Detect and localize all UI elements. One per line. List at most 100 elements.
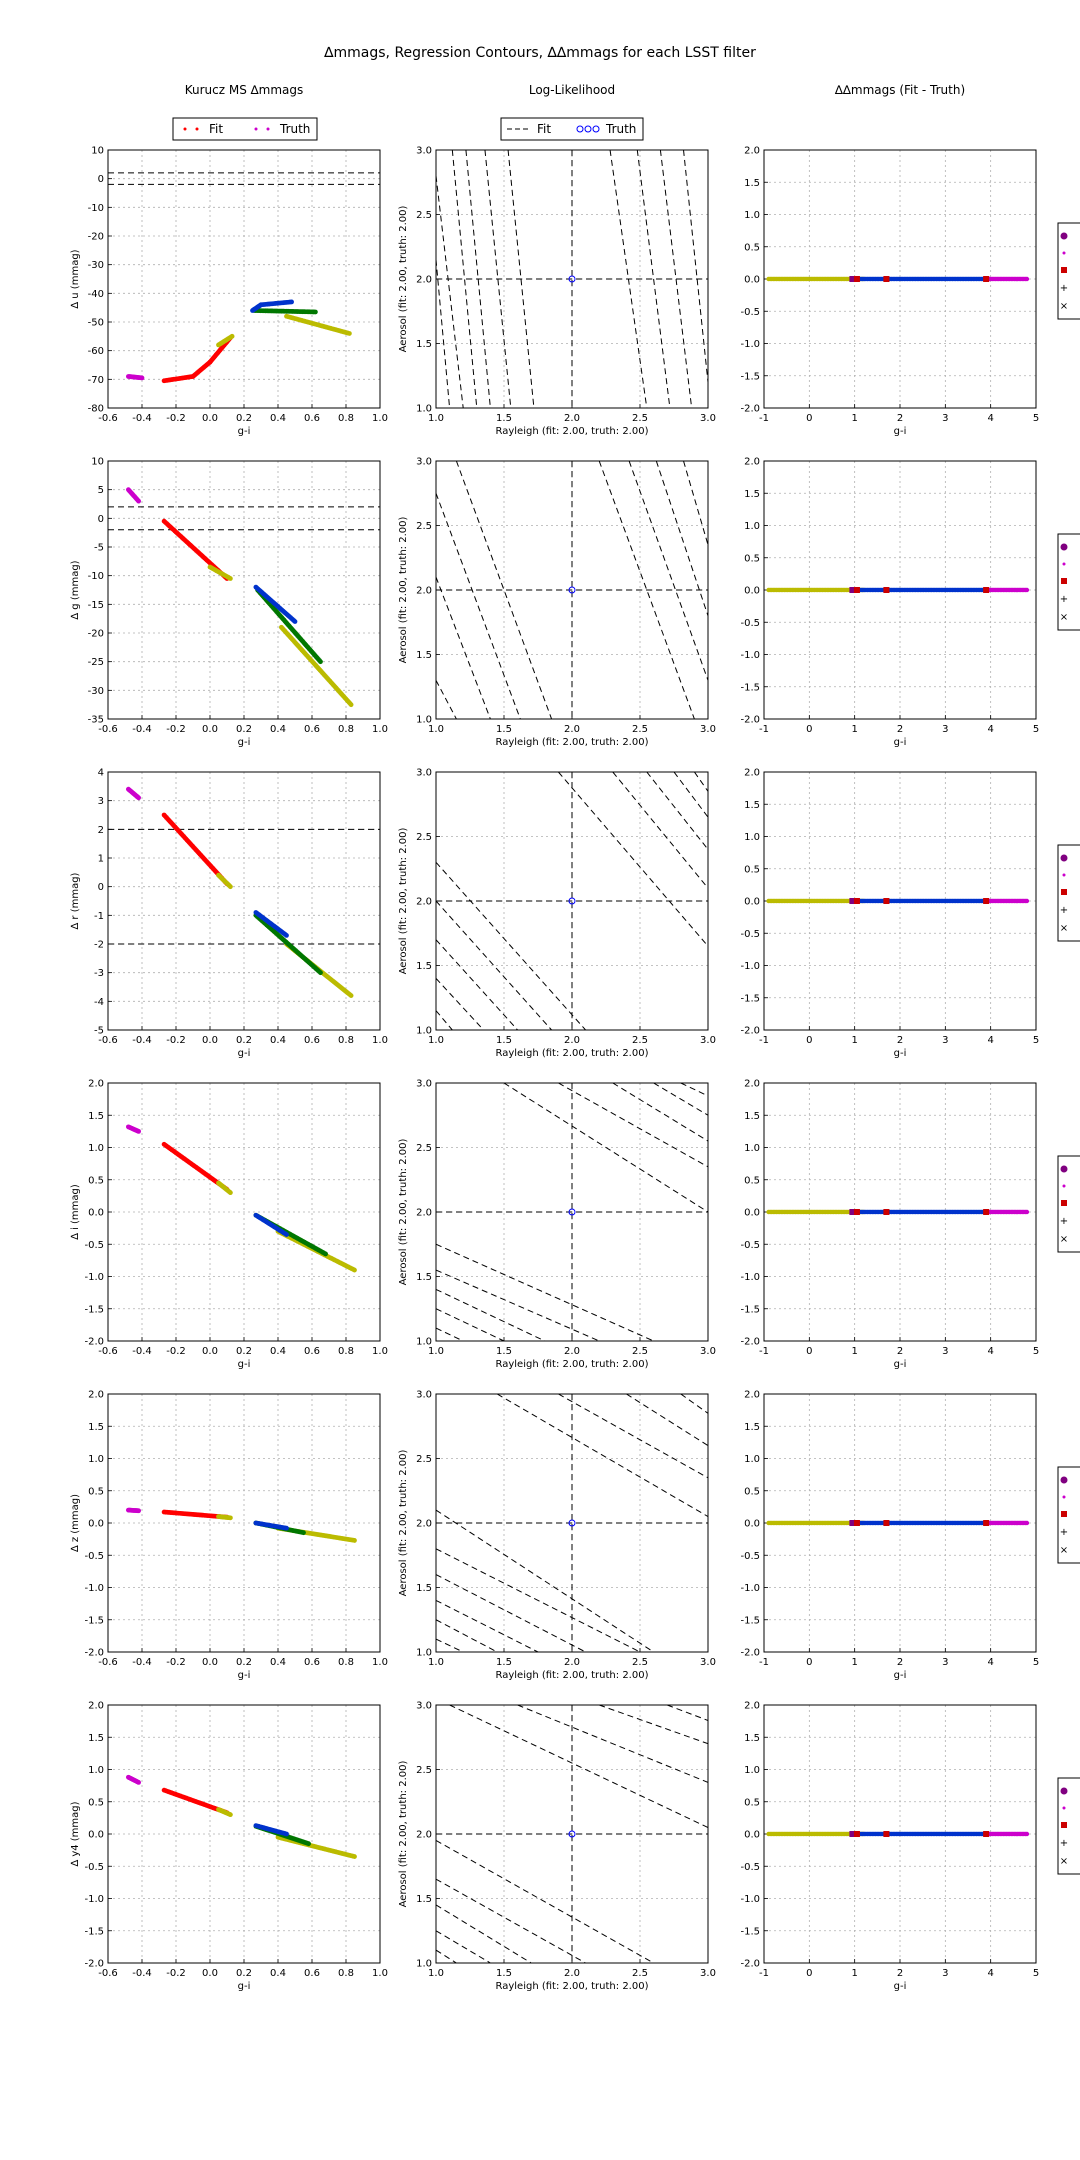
x-tick-label: 0.2 — [236, 413, 252, 424]
y-tick-label: 4 — [98, 768, 104, 779]
y-tick-label: -1.0 — [740, 1583, 760, 1594]
y-tick-label: -0.5 — [84, 1240, 104, 1251]
panel-y4-loglike: 1.0 1.5 2.0 2.5 3.0 1.0 1.5 2.0 2.5 3.0 Rayleigh (… — [398, 1701, 716, 1993]
y-tick-label: 3.0 — [416, 1390, 432, 1401]
x-tick-label: 0.6 — [304, 1968, 320, 1979]
data-point — [136, 795, 142, 801]
legend-truth-marker — [266, 127, 270, 131]
y-tick-label: 2.0 — [416, 586, 432, 597]
x-axis-label: g-i — [894, 1048, 907, 1059]
contour-line — [667, 1705, 708, 1721]
axes-frame — [435, 460, 709, 720]
x-tick-label: -1 — [759, 1657, 769, 1668]
y-tick-label: 1.0 — [416, 1648, 432, 1659]
contour-line — [436, 1619, 498, 1652]
contour-line — [646, 772, 708, 850]
data-point — [983, 1209, 990, 1215]
x-tick-label: 0 — [806, 724, 812, 735]
y-axis-label: Aerosol (fit: 2.00, truth: 2.00) — [398, 828, 409, 975]
legend-truth-marker — [576, 125, 584, 133]
legend-truth-marker — [592, 125, 600, 133]
x-tick-label: 0.4 — [270, 1657, 286, 1668]
data-point — [352, 1267, 357, 1273]
x-tick-label: 5 — [1033, 1968, 1039, 1979]
contour-line — [436, 939, 518, 1030]
legend-marker — [1060, 1476, 1068, 1484]
y-tick-label: -2.0 — [740, 1648, 760, 1659]
data-point — [883, 1520, 890, 1526]
data-point — [318, 659, 323, 665]
y-tick-label: -70 — [88, 375, 104, 386]
y-tick-label: 10 — [91, 457, 104, 468]
contour-line — [436, 1327, 464, 1341]
x-axis-label: g-i — [894, 737, 907, 748]
legend-ddmmag: +× — [1057, 533, 1080, 631]
y-tick-label: -80 — [88, 404, 104, 415]
x-axis-label: g-i — [238, 426, 251, 437]
contour-line — [436, 1548, 641, 1652]
y-tick-label: 2.5 — [416, 1143, 432, 1154]
y-tick-label: 1.0 — [88, 1454, 104, 1465]
x-tick-label: 0.8 — [338, 1657, 354, 1668]
y-tick-label: -2.0 — [740, 715, 760, 726]
y-tick-label: 2.0 — [88, 1390, 104, 1401]
data-point — [983, 276, 990, 282]
x-tick-label: 2 — [897, 1968, 903, 1979]
y-tick-label: 1.5 — [744, 178, 760, 189]
contour-line — [436, 576, 491, 719]
x-tick-label: 1.0 — [428, 1035, 444, 1046]
contour-line — [436, 493, 521, 719]
contour-line — [517, 1705, 708, 1783]
y-tick-label: -2.0 — [740, 1959, 760, 1970]
y-tick-label: -1.5 — [740, 993, 760, 1004]
x-tick-label: 0 — [806, 413, 812, 424]
y-tick-label: 2.0 — [416, 897, 432, 908]
x-tick-label: 0.6 — [304, 1346, 320, 1357]
x-tick-label: -0.4 — [132, 1346, 152, 1357]
x-axis-label: g-i — [238, 1359, 251, 1370]
contour-line — [507, 150, 535, 408]
x-tick-label: 2.5 — [632, 413, 648, 424]
x-tick-label: -1 — [759, 1346, 769, 1357]
legend-ddmmag: +× — [1057, 222, 1080, 320]
x-tick-label: 0.4 — [270, 1035, 286, 1046]
x-axis-label: g-i — [894, 1670, 907, 1681]
y-tick-label: 2.0 — [744, 1390, 760, 1401]
y-tick-label: -1.0 — [740, 339, 760, 350]
y-tick-label: -1.5 — [740, 1926, 760, 1937]
legend-marker — [1060, 1787, 1068, 1795]
y-tick-label: 2.0 — [416, 1208, 432, 1219]
y-tick-label: 1.5 — [88, 1422, 104, 1433]
y-tick-label: 1.5 — [744, 1422, 760, 1433]
y-tick-label: -60 — [88, 346, 104, 357]
contour-line — [612, 772, 708, 889]
data-point — [284, 1232, 289, 1237]
x-axis-label: g-i — [238, 737, 251, 748]
legend-marker: + — [1060, 594, 1068, 605]
x-tick-label: 0.0 — [202, 724, 218, 735]
y-tick-label: 0.0 — [88, 1208, 104, 1219]
y-tick-label: -10 — [88, 571, 104, 582]
x-tick-label: 4 — [987, 724, 993, 735]
legend-marker — [1061, 578, 1067, 584]
x-tick-label: -0.2 — [166, 413, 186, 424]
x-tick-label: 1.0 — [372, 413, 388, 424]
x-axis-label: g-i — [238, 1670, 251, 1681]
y-axis-label: Aerosol (fit: 2.00, truth: 2.00) — [398, 1450, 409, 1597]
axes-frame — [435, 1393, 709, 1653]
x-tick-label: -1 — [759, 413, 769, 424]
legend-fit-marker — [183, 127, 187, 131]
contour-line — [558, 772, 708, 947]
data-point — [983, 1520, 990, 1526]
y-tick-label: 0.5 — [744, 864, 760, 875]
data-point — [849, 276, 856, 282]
legend-marker — [1060, 1165, 1068, 1173]
y-tick-label: -2.0 — [84, 1337, 104, 1348]
legend-marker: × — [1060, 612, 1068, 623]
panel-g-dmmag: -0.6 -0.4 -0.2 0.0 0.2 0.4 0.6 0.8 1.0 -35 -30 -25 -… — [70, 457, 388, 749]
truth-marker — [568, 1519, 576, 1527]
y-axis-label: ∆ g (mmag) — [70, 560, 81, 620]
legend-col0: Fit Truth — [172, 117, 318, 141]
y-tick-label: -35 — [88, 715, 104, 726]
axes-frame — [763, 1393, 1037, 1653]
